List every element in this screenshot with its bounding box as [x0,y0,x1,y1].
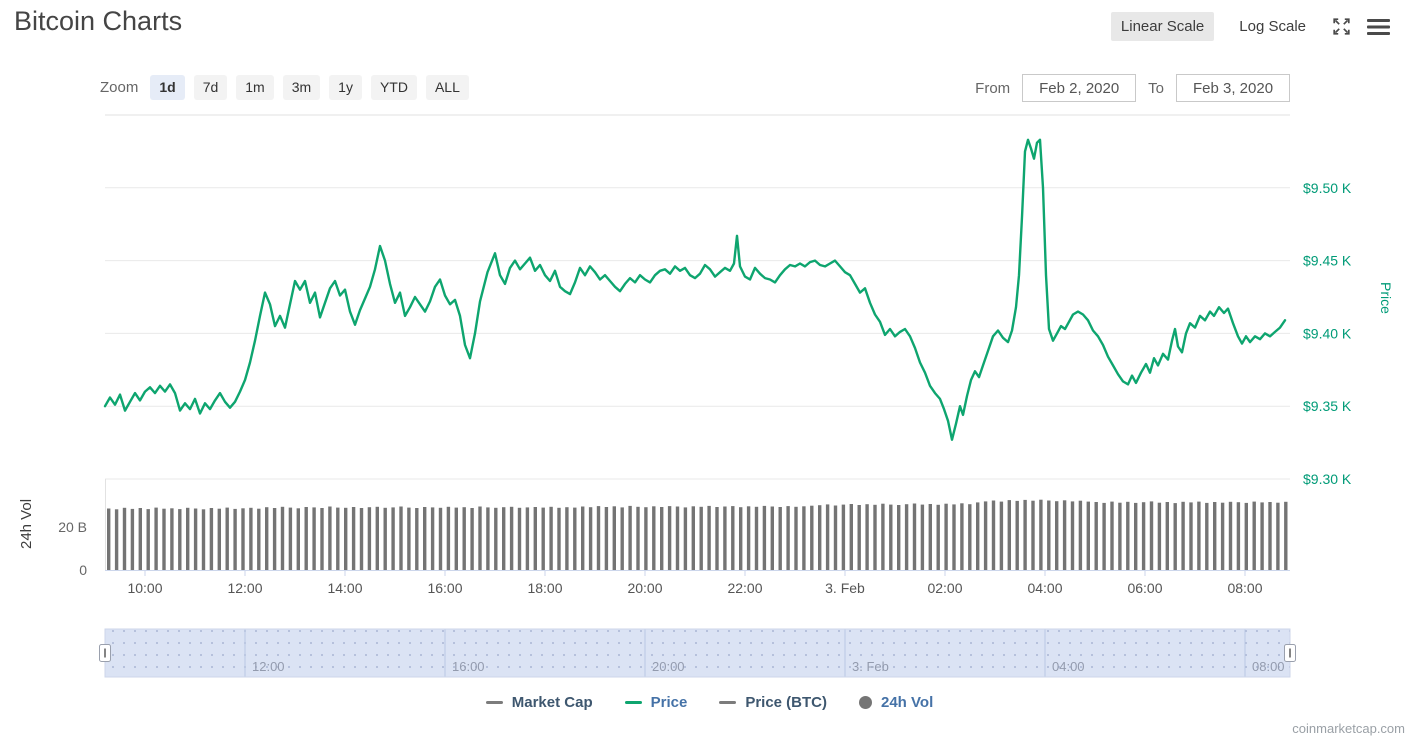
x-axis-labels: 10:00 12:00 14:00 16:00 18:00 20:00 22:00 3. Fe… [127,580,1262,596]
header-controls: Linear Scale Log Scale [1110,12,1390,41]
log-scale-button[interactable]: Log Scale [1239,18,1306,35]
legend-label: Market Cap [511,694,593,711]
page-title: Bitcoin Charts [14,6,183,36]
volume-axis-title: 24h Vol [18,499,35,549]
svg-text:16:00: 16:00 [427,580,462,596]
svg-text:0: 0 [79,562,87,578]
market-cap-line-icon [485,701,503,704]
legend-label: Price [650,694,688,711]
svg-text:16:00: 16:00 [452,659,485,674]
zoom-button-1d[interactable]: 1d [150,75,185,100]
zoom-button-ytd[interactable]: YTD [370,75,417,100]
watermark: coinmarketcap.com [1292,721,1405,736]
svg-text:3. Feb: 3. Feb [825,580,865,596]
price-axis-labels: $9.50 K $9.45 K $9.40 K $9.35 K $9.30 K [1303,180,1352,487]
navigator-right-handle[interactable] [1284,644,1296,662]
svg-text:04:00: 04:00 [1052,659,1085,674]
zoom-button-all[interactable]: ALL [425,75,469,100]
volume-circle-icon [859,696,872,709]
svg-text:08:00: 08:00 [1252,659,1285,674]
svg-text:18:00: 18:00 [527,580,562,596]
legend-item-market-cap[interactable]: Market Cap [485,694,593,711]
navigator-texture [105,629,1290,677]
price-line [103,138,1287,441]
hamburger-menu-icon[interactable] [1367,18,1390,36]
svg-text:20 B: 20 B [58,519,87,535]
svg-text:22:00: 22:00 [727,580,762,596]
price-line-icon [624,701,642,704]
navigator: 12:00 16:00 20:00 3. Feb 04:00 08:00 [99,628,1296,678]
price-axis-title: Price [1378,282,1394,314]
svg-text:12:00: 12:00 [252,659,285,674]
volume-bars [107,499,1288,570]
svg-text:20:00: 20:00 [627,580,662,596]
legend-label: 24h Vol [881,694,934,711]
svg-text:06:00: 06:00 [1127,580,1162,596]
svg-text:14:00: 14:00 [327,580,362,596]
navigator-left-handle[interactable] [99,644,111,662]
zoom-range-selector: Zoom 1d 7d 1m 3m 1y YTD ALL [100,74,469,101]
linear-scale-button[interactable]: Linear Scale [1110,12,1215,41]
legend-label: Price (BTC) [745,694,827,711]
svg-text:$9.45 K: $9.45 K [1303,253,1352,269]
svg-text:$9.40 K: $9.40 K [1303,325,1352,341]
zoom-button-1y[interactable]: 1y [329,75,362,100]
zoom-button-3m[interactable]: 3m [282,75,321,100]
price-gridlines [105,114,1290,480]
zoom-label: Zoom [100,79,139,96]
zoom-button-7d[interactable]: 7d [193,75,228,100]
svg-text:$9.50 K: $9.50 K [1303,180,1352,196]
chart-legend: Market Cap Price Price (BTC) 24h Vol [0,694,1419,711]
svg-text:$9.35 K: $9.35 K [1303,398,1352,414]
svg-text:04:00: 04:00 [1027,580,1062,596]
svg-text:12:00: 12:00 [227,580,262,596]
fullscreen-icon[interactable] [1331,16,1352,37]
navigator-labels: 12:00 16:00 20:00 3. Feb 04:00 08:00 [252,659,1285,674]
svg-text:3. Feb: 3. Feb [852,659,889,674]
to-date-input[interactable] [1176,74,1290,102]
svg-text:10:00: 10:00 [127,580,162,596]
to-label: To [1148,79,1164,97]
svg-text:20:00: 20:00 [652,659,685,674]
svg-text:08:00: 08:00 [1227,580,1262,596]
date-range-inputs: From To [975,74,1290,102]
from-date-input[interactable] [1022,74,1137,102]
legend-item-price-btc[interactable]: Price (BTC) [719,694,827,711]
legend-item-24h-vol[interactable]: 24h Vol [859,694,933,711]
from-label: From [975,79,1011,97]
x-axis-ticks [144,570,1246,576]
price-btc-line-icon [719,701,737,704]
volume-axis-labels: 20 B 0 [58,519,87,578]
svg-text:02:00: 02:00 [927,580,962,596]
legend-item-price[interactable]: Price [624,694,688,711]
zoom-button-1m[interactable]: 1m [236,75,274,100]
svg-text:$9.30 K: $9.30 K [1303,471,1352,487]
